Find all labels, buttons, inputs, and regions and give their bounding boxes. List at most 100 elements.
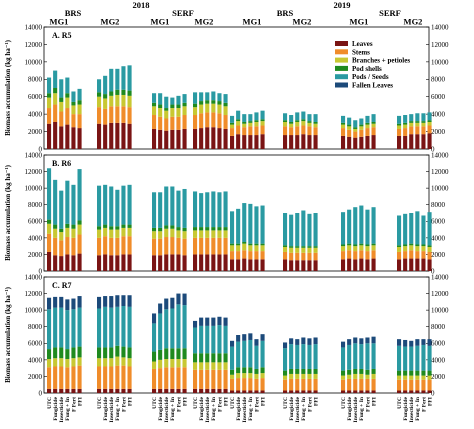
bar-segment — [71, 358, 76, 367]
bar-segment — [289, 123, 294, 128]
bar-segment — [176, 254, 181, 271]
y-tick-label-left: 14000 — [25, 273, 43, 281]
bar-segment — [427, 212, 432, 246]
bar-segment — [71, 388, 76, 393]
bar-segment — [77, 88, 82, 101]
x-tick-label: Fung + In — [115, 396, 121, 421]
bar-segment — [289, 127, 294, 136]
bar-segment — [353, 259, 358, 271]
bar-segment — [236, 259, 241, 271]
bar-segment — [254, 378, 259, 391]
bar-segment — [248, 367, 253, 374]
bar-segment — [236, 134, 241, 149]
bar-segment — [59, 358, 64, 367]
bar-segment — [127, 65, 132, 91]
bar-segment — [242, 334, 247, 341]
bar-segment — [103, 75, 108, 95]
bar-segment — [59, 79, 64, 98]
bar-segment — [365, 374, 370, 379]
bar-segment — [97, 255, 102, 271]
legend-swatch — [335, 74, 348, 80]
bar-segment — [199, 128, 204, 149]
bar-segment — [289, 115, 294, 122]
y-tick-label-left: 10000 — [25, 58, 43, 66]
bar-segment — [347, 378, 352, 391]
bar-segment — [217, 353, 222, 363]
bar-segment — [152, 93, 157, 103]
bar-segment — [176, 190, 181, 228]
bar-segment — [254, 373, 259, 379]
x-tick-label: FFI — [127, 397, 133, 406]
bar-segment — [59, 307, 64, 348]
bar-segment — [353, 207, 358, 245]
bar-segment — [127, 123, 132, 149]
x-tick-label: Fung + In — [170, 396, 176, 421]
site-label: SERF — [379, 8, 401, 18]
bar-segment — [260, 125, 265, 135]
bar-segment — [260, 340, 265, 368]
bar-segment — [248, 259, 253, 271]
bar-segment — [347, 243, 352, 246]
y-tick-label-left: 12000 — [25, 168, 43, 176]
bar-segment — [199, 254, 204, 271]
bar-segment — [193, 107, 198, 116]
bar-segment — [421, 113, 426, 122]
bar-segment — [289, 390, 294, 393]
bar-segment — [211, 317, 216, 326]
bar-segment — [97, 296, 102, 309]
x-tick-label: F Fert — [365, 397, 371, 412]
bar-segment — [427, 125, 432, 134]
bar-segment — [176, 129, 181, 149]
bar-segment — [193, 237, 198, 255]
bar-segment — [248, 243, 253, 246]
bar-segment — [427, 121, 432, 126]
bar-segment — [236, 125, 241, 135]
bar-segment — [47, 359, 52, 368]
bar-segment — [371, 123, 376, 128]
x-tick-label: F Fert — [217, 397, 223, 412]
bar-segment — [307, 246, 312, 248]
bar-segment — [353, 120, 358, 128]
bar-segment — [295, 246, 300, 248]
y-tick-label-left: 6000 — [28, 93, 43, 101]
bar-segment — [353, 251, 358, 260]
bar-segment — [260, 110, 265, 120]
bar-segment — [53, 88, 58, 94]
bar-segment — [211, 362, 216, 370]
bar-segment — [158, 231, 163, 239]
y-tick-label-left: 6000 — [28, 340, 43, 348]
y-tick-label-left: 6000 — [28, 218, 43, 226]
bar-segment — [53, 228, 58, 238]
bar-segment — [176, 388, 181, 393]
bar-segment — [289, 368, 294, 374]
y-tick-label-right: 4000 — [431, 111, 446, 119]
bar-segment — [127, 224, 132, 228]
bar-segment — [242, 367, 247, 374]
bar-segment — [236, 208, 241, 244]
bar-segment — [353, 373, 358, 379]
bar-segment — [341, 390, 346, 393]
bar-segment — [217, 237, 222, 255]
bar-segment — [301, 119, 306, 122]
bar-segment — [71, 101, 76, 106]
bar-segment — [211, 237, 216, 255]
bar-segment — [403, 390, 408, 393]
bar-segment — [164, 359, 169, 368]
bar-segment — [409, 250, 414, 259]
bar-segment — [236, 251, 241, 260]
bar-segment — [421, 121, 426, 123]
bar-segment — [205, 227, 210, 231]
bar-segment — [230, 369, 235, 375]
bar-segment — [341, 251, 346, 260]
bar-segment — [242, 243, 247, 251]
bar-segment — [176, 359, 181, 368]
bar-segment — [47, 367, 52, 389]
bar-segment — [248, 122, 253, 127]
bar-segment — [223, 254, 228, 271]
bar-segment — [341, 379, 346, 391]
bar-segment — [301, 344, 306, 369]
bar-segment — [103, 108, 108, 125]
bar-segment — [313, 121, 318, 124]
x-tick-label: UTC — [152, 397, 158, 409]
bar-segment — [254, 251, 259, 260]
